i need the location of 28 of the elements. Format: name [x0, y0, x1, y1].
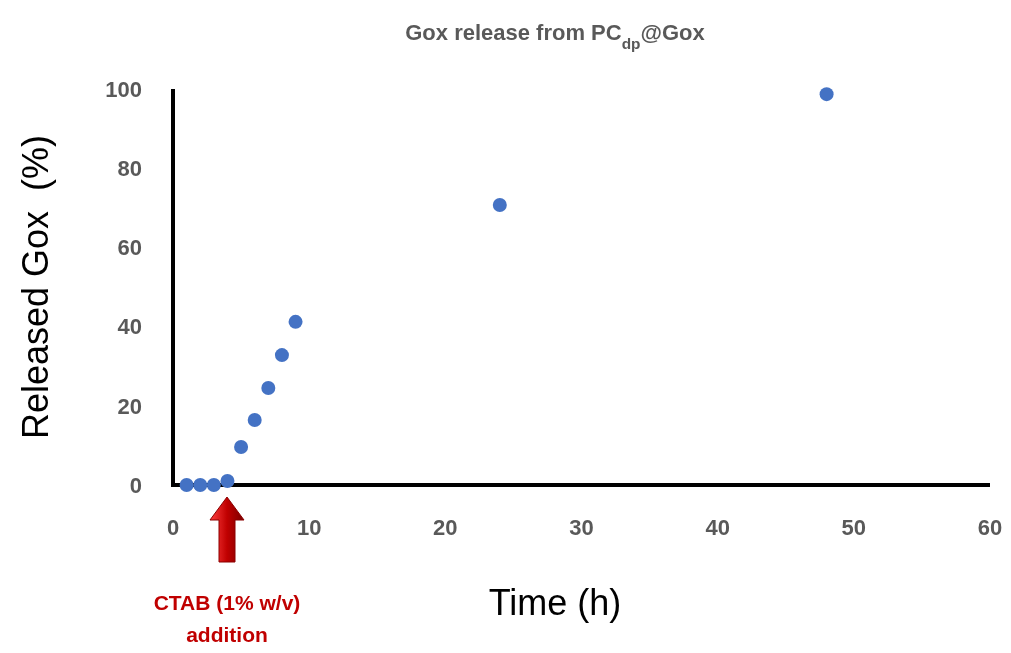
y-tick-label: 80 [117, 155, 142, 181]
x-axis-title: Time (h) [488, 582, 622, 623]
y-axis-title: Released Gox (%) [15, 134, 56, 440]
x-tick-label: 0 [166, 515, 180, 540]
point [193, 478, 208, 492]
x-tick-label: 50 [841, 515, 867, 540]
y-tick-label: 100 [105, 76, 142, 102]
point [247, 413, 262, 428]
chart-title: Gox release from PC$_{dp}$@Gox [405, 20, 706, 52]
y-tick-label: 0 [129, 472, 142, 498]
point [492, 198, 507, 213]
x-tick-label: 30 [569, 515, 594, 540]
y-tick-label: 20 [117, 393, 142, 419]
point [179, 478, 194, 492]
y-tick-label: 40 [117, 314, 142, 340]
point [288, 314, 303, 329]
x-tick-label: 20 [433, 515, 458, 540]
x-tick-label: 40 [705, 515, 730, 540]
point [274, 348, 289, 363]
point [206, 478, 221, 492]
point [819, 87, 834, 102]
point [220, 474, 235, 489]
point [234, 439, 249, 454]
x-tick-label: 10 [296, 515, 322, 540]
text: CTAB (1% w/v) addition [153, 591, 301, 646]
point [261, 380, 276, 395]
x-tick-label: 60 [977, 515, 1003, 540]
y-tick-label: 60 [117, 235, 142, 261]
